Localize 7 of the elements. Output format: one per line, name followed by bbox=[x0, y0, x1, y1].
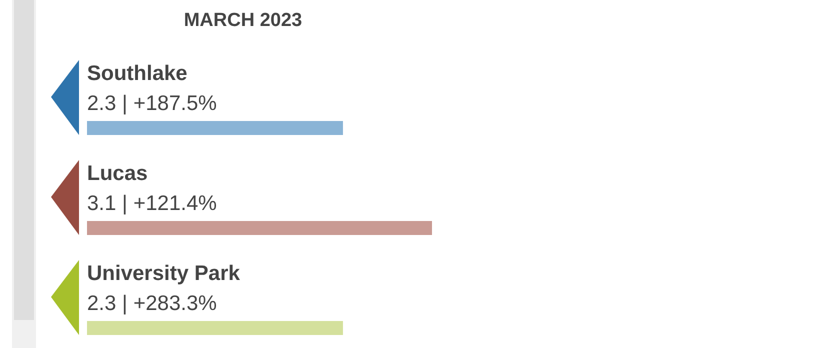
y-tick-label: Lucas bbox=[87, 162, 148, 185]
data-label: 2.3 | +187.5% bbox=[87, 92, 217, 115]
data-label: 3.1 | +121.4% bbox=[87, 192, 217, 215]
chart-title: MARCH 2023 bbox=[184, 10, 302, 31]
y-tick-label: Southlake bbox=[87, 62, 188, 85]
y-tick-label: University Park bbox=[87, 262, 240, 285]
data-label: 2.3 | +283.3% bbox=[87, 292, 217, 315]
